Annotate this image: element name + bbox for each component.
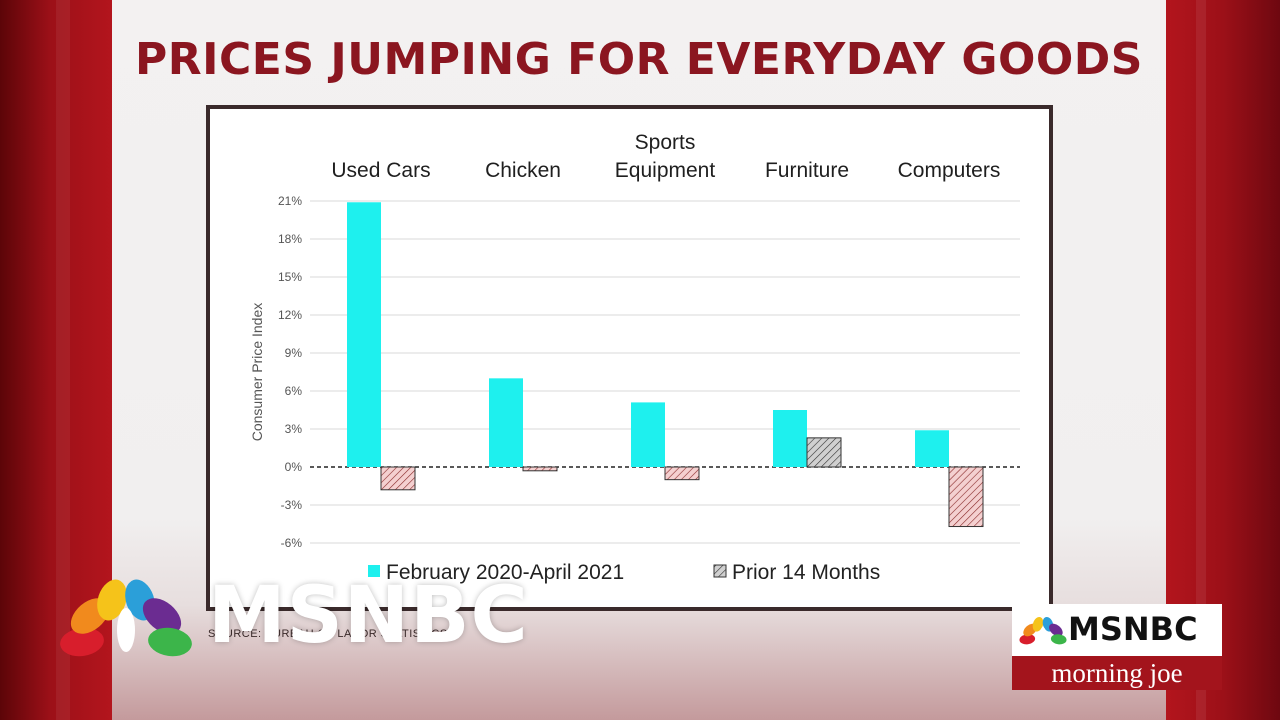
legend-swatch-series2 xyxy=(713,564,727,578)
source-text: SOURCE: BUREAU OF LABOR STATISTICS xyxy=(208,628,448,640)
bar-series1 xyxy=(631,402,665,467)
y-tick-label: 21% xyxy=(278,194,302,208)
morning-joe-badge: MSNBC morning joe xyxy=(1012,604,1222,690)
background-right-curtain xyxy=(1166,0,1280,720)
peacock-small-icon xyxy=(1019,616,1067,645)
bar-chart: 21% 18% 15% 12% 9% 6% 3% 0% -3% -6% Consumer Price… xyxy=(249,131,1020,584)
bar-series2 xyxy=(522,466,558,472)
y-tick-label: 0% xyxy=(285,460,303,474)
y-tick-label: 9% xyxy=(285,346,303,360)
category-label: Chicken xyxy=(485,159,561,182)
msnbc-logo: MSNBC xyxy=(56,570,656,662)
bar-series1 xyxy=(347,202,381,467)
legend-swatch-series1 xyxy=(368,565,380,577)
chart-frame: 21% 18% 15% 12% 9% 6% 3% 0% -3% -6% Consumer Price… xyxy=(206,105,1053,611)
category-label: Furniture xyxy=(765,159,849,182)
y-axis-title: Consumer Price Index xyxy=(249,303,265,442)
bar-series1 xyxy=(489,378,523,467)
bar-series2 xyxy=(664,466,700,481)
msnbc-wordmark: MSNBC xyxy=(208,571,529,661)
bar-series1 xyxy=(773,410,807,467)
badge-msnbc-wordmark: MSNBC xyxy=(1068,610,1198,648)
y-tick-label: 3% xyxy=(285,422,303,436)
y-tick-label: 15% xyxy=(278,270,302,284)
headline: PRICES JUMPING FOR EVERYDAY GOODS xyxy=(135,34,1143,85)
category-label: Computers xyxy=(898,159,1001,182)
badge-top: MSNBC xyxy=(1012,604,1222,654)
y-tick-label: 6% xyxy=(285,384,303,398)
bar-series2 xyxy=(380,466,416,491)
category-label: Sports xyxy=(635,131,696,154)
bar-series2 xyxy=(806,437,842,468)
y-tick-label: 12% xyxy=(278,308,302,322)
background-left-curtain xyxy=(0,0,112,720)
bar-series1 xyxy=(915,430,949,467)
badge-show-name: morning joe xyxy=(1012,654,1222,690)
y-tick-label: 18% xyxy=(278,232,302,246)
category-label: Equipment xyxy=(615,159,716,182)
legend-label-series1: February 2020-April 2021 xyxy=(386,561,624,584)
category-label: Used Cars xyxy=(331,159,430,182)
legend-label-series2: Prior 14 Months xyxy=(732,561,880,584)
y-tick-label: -6% xyxy=(281,536,303,550)
y-tick-label: -3% xyxy=(281,498,303,512)
bar-series2 xyxy=(948,466,984,528)
peacock-icon xyxy=(60,579,192,657)
